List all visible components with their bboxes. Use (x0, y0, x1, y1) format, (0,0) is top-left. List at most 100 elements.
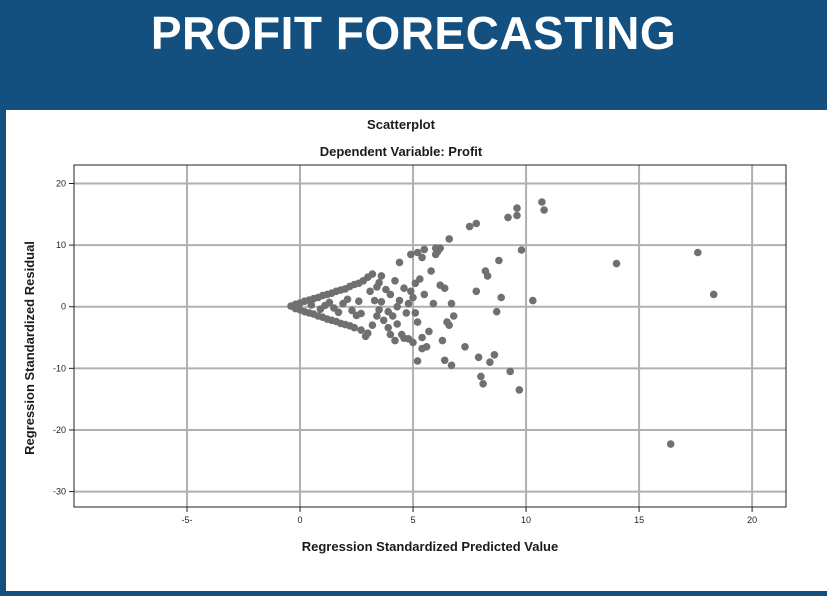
x-axis-label: Regression Standardized Predicted Value (302, 539, 558, 554)
data-point (513, 204, 521, 212)
data-point (474, 353, 483, 362)
data-point (400, 284, 408, 292)
y-tick-label: 0 (61, 302, 66, 312)
y-axis-ticks: 20 10 0 -10 -20 -30 (53, 178, 74, 497)
data-point (413, 318, 422, 326)
data-point (413, 248, 422, 257)
data-point (379, 316, 388, 325)
data-point (447, 299, 456, 308)
data-point (391, 336, 399, 345)
chart-subtitle: Dependent Variable: Profit (320, 144, 483, 159)
data-point (411, 309, 420, 317)
data-point (513, 211, 521, 220)
data-point (449, 312, 458, 320)
data-point (368, 270, 377, 278)
data-point (348, 306, 356, 315)
y-tick-label: -30 (53, 487, 66, 497)
data-point (386, 330, 395, 339)
data-point (382, 285, 390, 294)
data-point (321, 301, 329, 310)
data-point (431, 250, 440, 259)
y-tick-label: 10 (56, 240, 66, 250)
data-point (472, 287, 481, 296)
data-point (409, 338, 417, 347)
data-point (391, 277, 399, 285)
data-point (395, 296, 404, 305)
data-point (361, 332, 370, 341)
data-point (418, 344, 426, 353)
data-point (339, 299, 347, 308)
data-point (479, 380, 487, 388)
data-point (497, 293, 506, 302)
data-point (709, 290, 718, 299)
data-point (402, 309, 411, 317)
data-point (418, 333, 426, 342)
x-tick-label: 0 (298, 515, 303, 525)
scatterplot-chart: Scatterplot Dependent Variable: Profit -… (22, 117, 787, 554)
data-point (377, 298, 386, 306)
data-point (386, 290, 395, 299)
data-point (465, 222, 474, 231)
data-point (357, 309, 365, 318)
y-tick-label: -10 (53, 363, 66, 373)
data-point (483, 272, 492, 280)
x-tick-label: 15 (634, 515, 644, 525)
data-point (529, 296, 537, 305)
y-tick-label: -20 (53, 425, 66, 435)
data-point (395, 258, 404, 267)
x-tick-label: -5- (182, 515, 193, 525)
data-point (420, 245, 429, 254)
data-point (495, 256, 503, 265)
data-point (418, 253, 426, 262)
data-point (486, 358, 494, 366)
data-point (427, 267, 435, 275)
data-point (461, 343, 469, 351)
data-point (504, 213, 512, 222)
data-point (393, 302, 402, 311)
header-banner: PROFIT FORECASTING (0, 0, 827, 110)
x-tick-label: 20 (747, 515, 757, 525)
data-point (409, 293, 417, 302)
data-point (407, 250, 415, 259)
data-point (538, 198, 546, 206)
y-tick-label: 20 (56, 178, 66, 188)
data-point (350, 323, 359, 332)
data-point (425, 327, 433, 336)
data-point (404, 299, 413, 308)
data-point (492, 307, 501, 316)
data-point (517, 246, 526, 254)
data-point (429, 299, 438, 308)
data-point (307, 301, 316, 309)
data-point (506, 367, 514, 376)
data-point (445, 321, 454, 329)
data-point (375, 306, 383, 314)
data-point (436, 244, 445, 252)
data-point (377, 272, 386, 280)
data-point (445, 235, 454, 243)
data-point (366, 287, 374, 296)
data-point (384, 323, 393, 332)
data-point (370, 296, 379, 305)
data-point (436, 281, 445, 289)
data-point (330, 304, 338, 312)
left-border-strip (0, 110, 6, 591)
chart-panel: Scatterplot Dependent Variable: Profit -… (6, 110, 827, 591)
data-point (490, 351, 499, 359)
chart-title: Scatterplot (367, 117, 436, 132)
data-point (357, 326, 365, 334)
x-tick-label: 10 (521, 515, 531, 525)
data-point (393, 320, 402, 328)
data-point (416, 275, 424, 283)
data-point (540, 206, 548, 214)
data-point (400, 334, 408, 342)
data-point (666, 440, 675, 448)
data-point (368, 321, 377, 329)
data-point (413, 357, 422, 365)
data-point (440, 356, 449, 365)
data-point (438, 336, 447, 345)
page-title: PROFIT FORECASTING (150, 7, 677, 59)
data-points (287, 198, 718, 448)
data-point (420, 290, 429, 299)
data-point (477, 372, 485, 381)
x-tick-label: 5 (411, 515, 416, 525)
